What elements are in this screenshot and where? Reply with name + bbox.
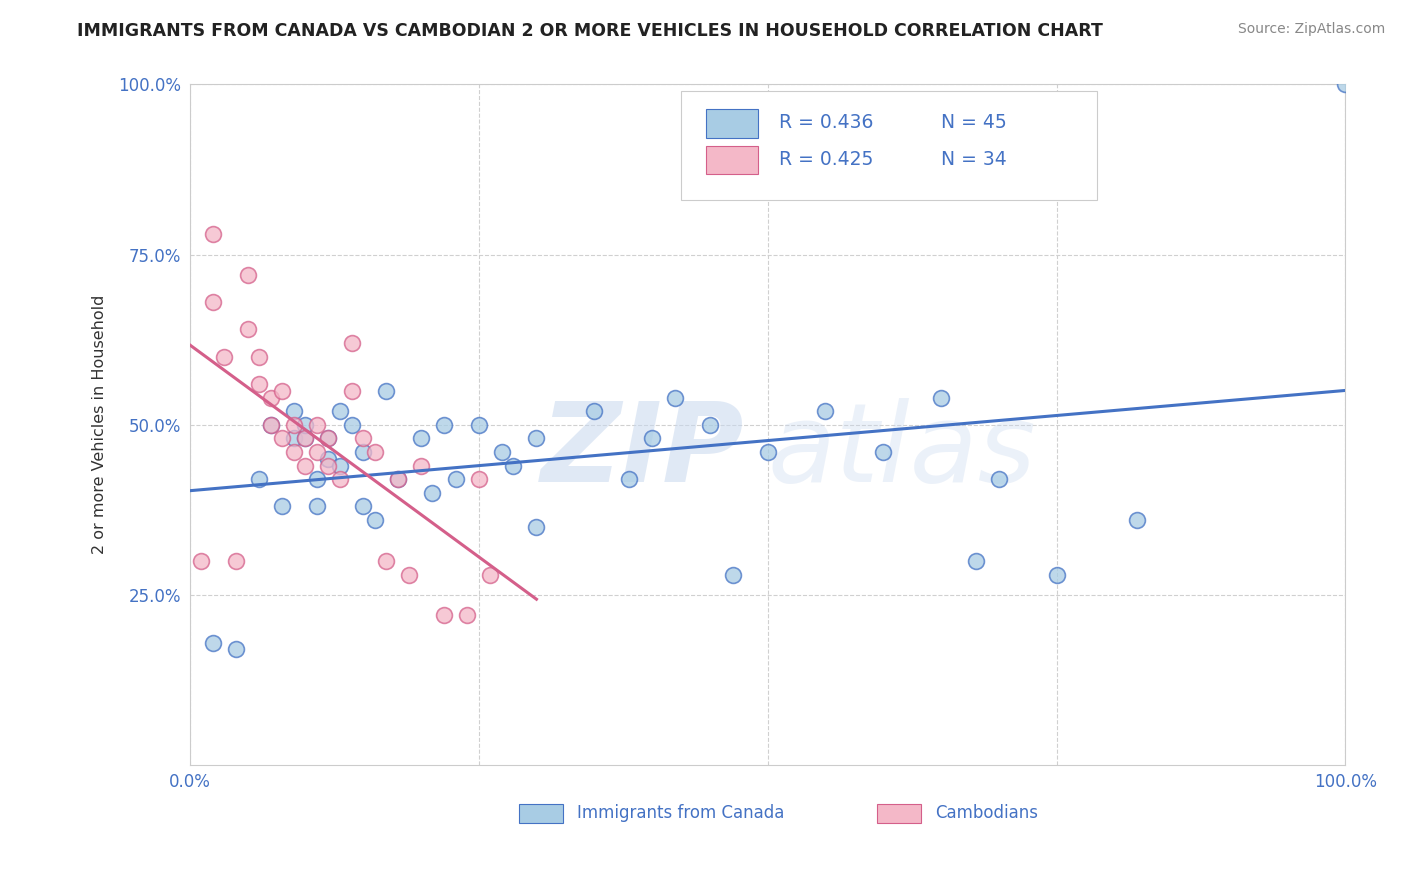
Point bbox=[294, 417, 316, 432]
Point bbox=[965, 554, 987, 568]
Point bbox=[375, 384, 398, 398]
Point bbox=[409, 458, 432, 473]
Point bbox=[444, 472, 467, 486]
Point bbox=[491, 445, 513, 459]
Point bbox=[271, 384, 294, 398]
Point bbox=[294, 458, 316, 473]
Point bbox=[201, 227, 224, 242]
Point bbox=[987, 472, 1010, 486]
FancyBboxPatch shape bbox=[706, 109, 758, 137]
FancyBboxPatch shape bbox=[877, 804, 921, 823]
Point bbox=[271, 500, 294, 514]
Point bbox=[329, 458, 352, 473]
Point bbox=[318, 431, 340, 445]
Point bbox=[190, 554, 212, 568]
Point bbox=[398, 567, 420, 582]
Text: N = 45: N = 45 bbox=[941, 113, 1007, 132]
Point bbox=[814, 404, 837, 418]
Point bbox=[422, 486, 444, 500]
Point bbox=[352, 431, 374, 445]
Point bbox=[340, 384, 363, 398]
Text: Cambodians: Cambodians bbox=[935, 804, 1038, 822]
Point bbox=[352, 500, 374, 514]
Point bbox=[271, 431, 294, 445]
Point bbox=[1126, 513, 1149, 527]
Point bbox=[283, 417, 305, 432]
Text: Source: ZipAtlas.com: Source: ZipAtlas.com bbox=[1237, 22, 1385, 37]
Point bbox=[318, 458, 340, 473]
Point bbox=[363, 445, 385, 459]
Point bbox=[236, 322, 259, 336]
Point bbox=[502, 458, 524, 473]
FancyBboxPatch shape bbox=[706, 145, 758, 174]
Point bbox=[433, 417, 456, 432]
Point bbox=[479, 567, 502, 582]
Point bbox=[247, 376, 270, 391]
Point bbox=[526, 431, 548, 445]
Point bbox=[387, 472, 409, 486]
Point bbox=[305, 417, 328, 432]
Point bbox=[305, 472, 328, 486]
Text: IMMIGRANTS FROM CANADA VS CAMBODIAN 2 OR MORE VEHICLES IN HOUSEHOLD CORRELATION : IMMIGRANTS FROM CANADA VS CAMBODIAN 2 OR… bbox=[77, 22, 1104, 40]
Point bbox=[456, 608, 478, 623]
Point bbox=[387, 472, 409, 486]
Point bbox=[318, 451, 340, 466]
Point bbox=[872, 445, 894, 459]
Point bbox=[756, 445, 779, 459]
Point bbox=[236, 268, 259, 282]
Point bbox=[721, 567, 744, 582]
Point bbox=[247, 472, 270, 486]
Point bbox=[583, 404, 606, 418]
Point bbox=[433, 608, 456, 623]
FancyBboxPatch shape bbox=[681, 91, 1097, 200]
Point bbox=[260, 391, 283, 405]
Text: Immigrants from Canada: Immigrants from Canada bbox=[576, 804, 785, 822]
Point bbox=[409, 431, 432, 445]
Point bbox=[305, 445, 328, 459]
Point bbox=[526, 520, 548, 534]
Point bbox=[929, 391, 952, 405]
Point bbox=[617, 472, 640, 486]
Point bbox=[260, 417, 283, 432]
Point bbox=[260, 417, 283, 432]
Point bbox=[664, 391, 686, 405]
Point bbox=[214, 350, 236, 364]
FancyBboxPatch shape bbox=[519, 804, 562, 823]
Point bbox=[1334, 78, 1357, 92]
Point bbox=[283, 431, 305, 445]
Point bbox=[363, 513, 385, 527]
Point bbox=[352, 445, 374, 459]
Text: ZIP: ZIP bbox=[541, 399, 745, 506]
Point bbox=[340, 417, 363, 432]
Point bbox=[305, 500, 328, 514]
Point bbox=[467, 472, 489, 486]
Text: R = 0.425: R = 0.425 bbox=[779, 151, 873, 169]
Point bbox=[1045, 567, 1067, 582]
Point bbox=[225, 554, 247, 568]
Text: atlas: atlas bbox=[768, 399, 1036, 506]
Point bbox=[201, 295, 224, 310]
Point bbox=[375, 554, 398, 568]
Point bbox=[247, 350, 270, 364]
Point bbox=[699, 417, 721, 432]
Point bbox=[283, 445, 305, 459]
Point bbox=[201, 635, 224, 649]
Point bbox=[318, 431, 340, 445]
Point bbox=[340, 336, 363, 351]
Point bbox=[641, 431, 664, 445]
Y-axis label: 2 or more Vehicles in Household: 2 or more Vehicles in Household bbox=[93, 295, 107, 555]
Point bbox=[329, 472, 352, 486]
Point bbox=[283, 404, 305, 418]
Point bbox=[225, 642, 247, 657]
Point bbox=[467, 417, 489, 432]
Point bbox=[329, 404, 352, 418]
Text: N = 34: N = 34 bbox=[941, 151, 1007, 169]
Text: R = 0.436: R = 0.436 bbox=[779, 113, 873, 132]
Point bbox=[294, 431, 316, 445]
Point bbox=[294, 431, 316, 445]
